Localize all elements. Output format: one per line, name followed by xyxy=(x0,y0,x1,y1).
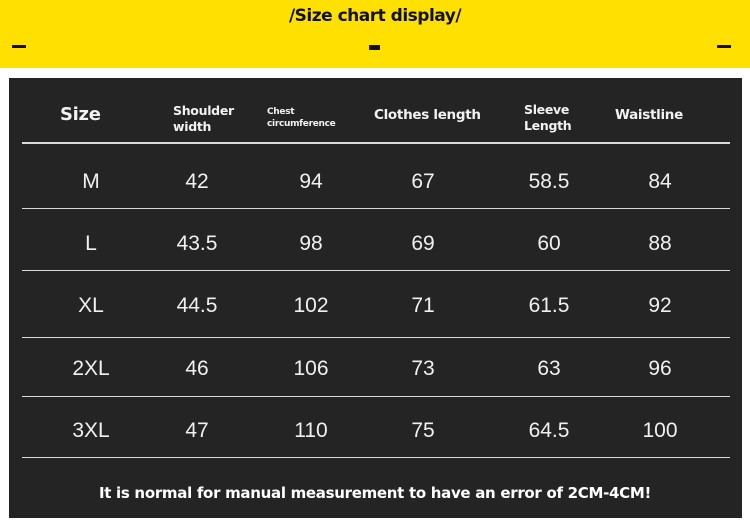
table-cell: 88 xyxy=(648,232,672,255)
header-shoulder: Shoulder width xyxy=(173,103,234,135)
table-cell: 106 xyxy=(293,357,329,380)
table-cell: 71 xyxy=(411,294,435,317)
table-cell: 47 xyxy=(185,419,209,442)
header-chest: Chest circumference xyxy=(267,106,336,130)
page-title: /Size chart display/ xyxy=(288,6,462,26)
measurement-note: It is normal for manual measurement to h… xyxy=(98,484,652,502)
table-cell: 44.5 xyxy=(176,294,218,317)
table-cell: 46 xyxy=(185,357,209,380)
table-cell: 64.5 xyxy=(528,419,570,442)
table-cell: 61.5 xyxy=(528,294,570,317)
header-line: circumference xyxy=(267,119,336,129)
size-table xyxy=(9,78,742,518)
size-label: 2XL xyxy=(72,357,110,380)
table-cell: 84 xyxy=(648,170,672,193)
size-label: M xyxy=(82,170,100,193)
size-label: L xyxy=(85,232,97,255)
header-line: Sleeve xyxy=(524,102,570,117)
table-cell: 60 xyxy=(537,232,561,255)
dash-decoration xyxy=(717,45,731,48)
table-cell: 58.5 xyxy=(528,170,570,193)
table-cell: 63 xyxy=(537,357,561,380)
divider xyxy=(22,337,730,338)
table-cell: 73 xyxy=(411,357,435,380)
header-waistline: Waistline xyxy=(615,107,683,123)
table-cell: 100 xyxy=(642,419,678,442)
dash-decoration xyxy=(12,45,26,48)
header-line: Shoulder xyxy=(173,103,234,118)
divider xyxy=(22,270,730,271)
table-cell: 75 xyxy=(411,419,435,442)
header-line: Chest xyxy=(267,107,295,117)
table-cell: 42 xyxy=(185,170,209,193)
title-banner: /Size chart display/ xyxy=(0,0,750,68)
table-cell: 102 xyxy=(293,294,329,317)
divider xyxy=(22,457,730,458)
size-label: 3XL xyxy=(72,419,110,442)
table-cell: 69 xyxy=(411,232,435,255)
header-sleeve: Sleeve Length xyxy=(524,102,572,134)
dash-decoration xyxy=(369,45,380,50)
divider xyxy=(22,396,730,397)
divider xyxy=(22,208,730,209)
table-cell: 92 xyxy=(648,294,672,317)
table-cell: 110 xyxy=(294,419,328,442)
header-line: width xyxy=(173,119,212,134)
header-line: Length xyxy=(524,118,572,133)
table-cell: 43.5 xyxy=(176,232,218,255)
size-label: XL xyxy=(78,294,104,317)
table-cell: 96 xyxy=(648,357,672,380)
divider xyxy=(22,142,730,144)
table-cell: 94 xyxy=(299,170,323,193)
table-cell: 98 xyxy=(299,232,323,255)
table-cell: 67 xyxy=(411,170,435,193)
header-clothes-length: Clothes length xyxy=(374,107,481,123)
header-size: Size xyxy=(60,104,101,125)
